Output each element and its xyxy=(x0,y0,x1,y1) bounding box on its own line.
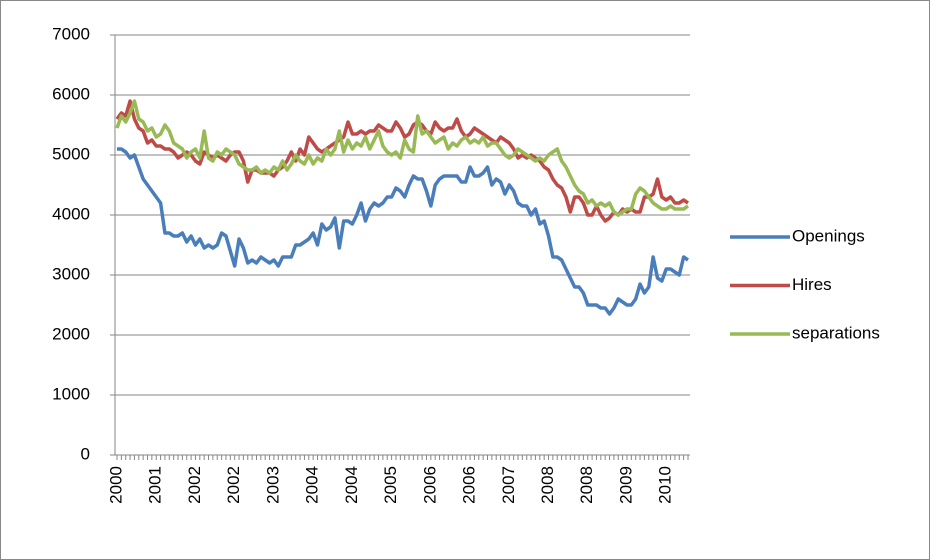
legend-label: Hires xyxy=(792,275,832,294)
x-tick-label: 2008 xyxy=(538,466,557,504)
x-tick-label: 2010 xyxy=(656,466,675,504)
x-tick-label: 2008 xyxy=(577,466,596,504)
y-tick-label: 6000 xyxy=(52,84,90,103)
x-tick-label: 2005 xyxy=(381,466,400,504)
legend-label: separations xyxy=(792,323,880,342)
x-tick-label: 2004 xyxy=(303,466,322,504)
x-tick-label: 2002 xyxy=(185,466,204,504)
x-tick-label: 2003 xyxy=(263,466,282,504)
y-tick-label: 0 xyxy=(81,444,90,463)
x-tick-label: 2002 xyxy=(224,466,243,504)
y-tick-label: 5000 xyxy=(52,144,90,163)
series-line xyxy=(115,99,689,223)
y-tick-label: 1000 xyxy=(52,384,90,403)
x-tick-label: 2006 xyxy=(460,466,479,504)
x-tick-label: 2009 xyxy=(616,466,635,504)
y-tick-label: 7000 xyxy=(52,24,90,43)
x-tick-label: 2004 xyxy=(342,466,361,504)
y-tick-label: 3000 xyxy=(52,264,90,283)
x-tick-label: 2006 xyxy=(420,466,439,504)
x-tick-label: 2001 xyxy=(146,466,165,504)
y-tick-label: 2000 xyxy=(52,324,90,343)
series-line xyxy=(115,99,689,217)
x-tick-label: 2007 xyxy=(499,466,518,504)
y-tick-label: 4000 xyxy=(52,204,90,223)
series-line xyxy=(117,147,689,316)
x-tick-label: 2000 xyxy=(106,466,125,504)
legend-label: Openings xyxy=(792,226,865,245)
